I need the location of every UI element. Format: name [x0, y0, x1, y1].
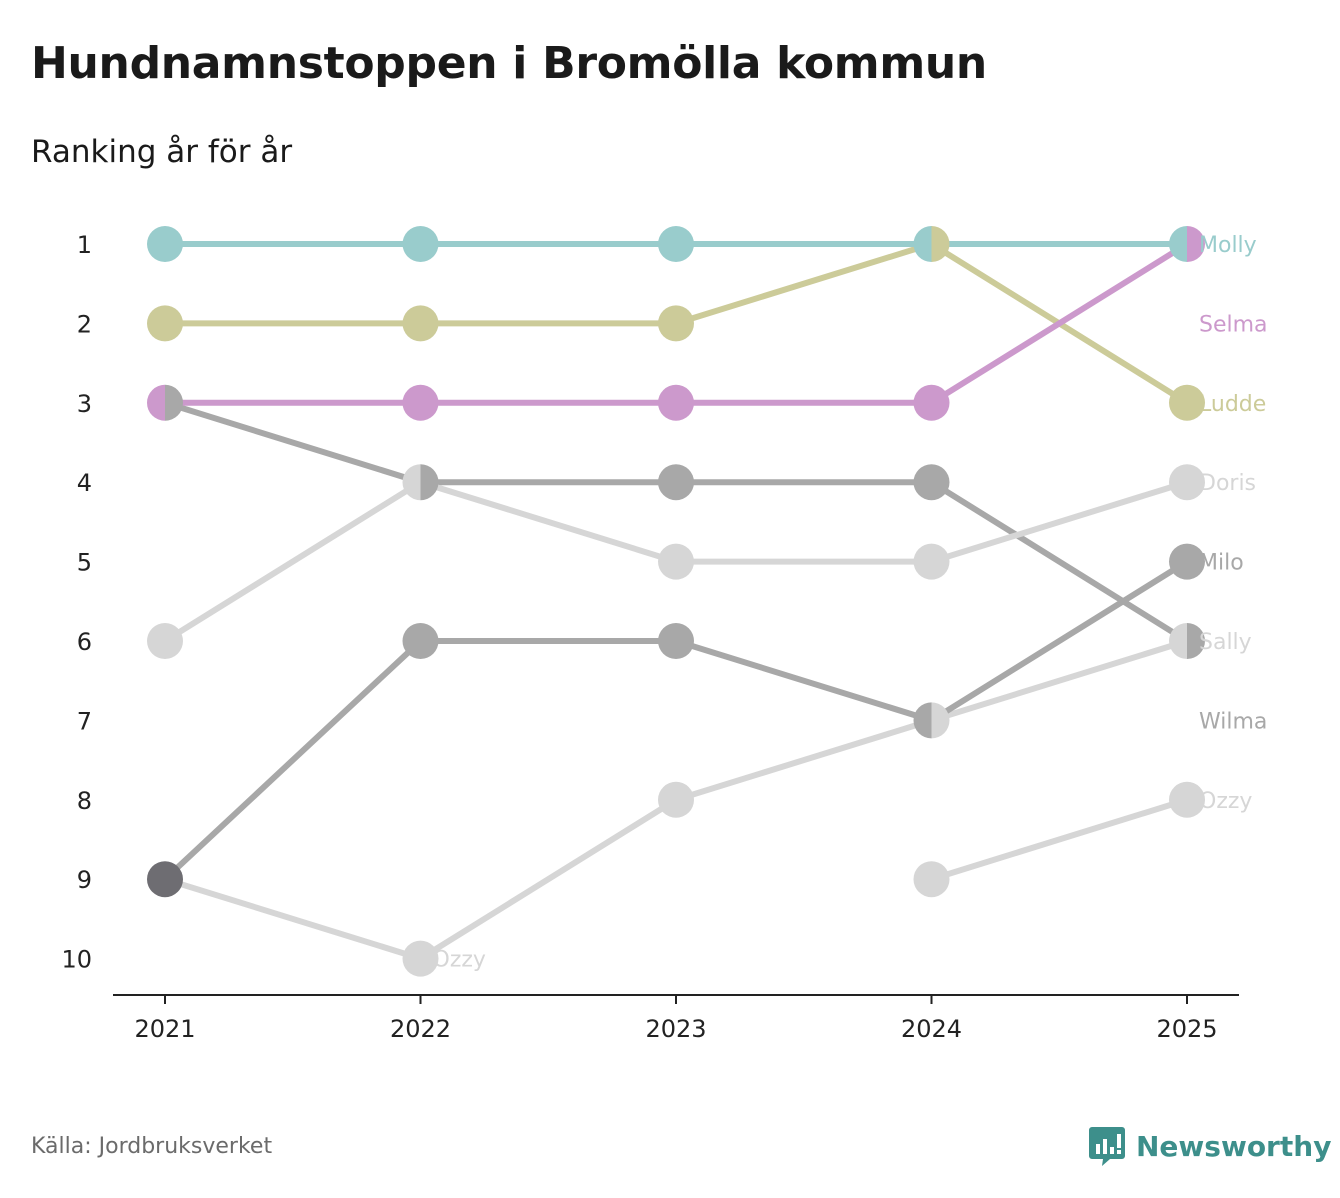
point-2021-rank-3-left-half: [147, 384, 165, 421]
point-2023-rank-5: [658, 543, 694, 580]
point-2021-rank-1: [147, 226, 183, 262]
point-2024-rank-9: [913, 861, 950, 898]
brand-logo[interactable]: Newsworthy: [1088, 1125, 1331, 1167]
y-tick-label-1: 1: [77, 231, 92, 259]
annotation-label-ozzy: Ozzy: [433, 948, 486, 973]
point-2024-rank-4: [913, 464, 950, 501]
point-2023-rank-2: [658, 305, 694, 342]
point-2023-rank-1: [658, 226, 694, 262]
point-2025-rank-8: [1169, 781, 1205, 818]
brand-name: Newsworthy: [1136, 1129, 1332, 1163]
x-tick-label-2022: 2022: [390, 1015, 451, 1043]
end-label-molly: Molly: [1199, 233, 1257, 258]
x-tick-label-2024: 2024: [901, 1015, 962, 1043]
point-2023-rank-4: [658, 464, 694, 501]
point-2025-rank-5: [1169, 543, 1205, 580]
y-tick-label-9: 9: [77, 866, 92, 894]
end-label-milo: Milo: [1199, 551, 1244, 576]
point-2022-rank-10: [402, 940, 439, 977]
y-tick-label-6: 6: [77, 628, 92, 656]
end-label-selma: Selma: [1199, 312, 1268, 337]
point-2022-rank-2: [402, 305, 439, 342]
point-2025-rank-1: [1169, 226, 1205, 262]
point-2024-rank-7-left-half: [913, 702, 932, 739]
y-tick-label-3: 3: [77, 390, 92, 418]
point-2024-rank-1-right-half: [931, 226, 950, 262]
series-line-ozzy: [928, 796, 1190, 883]
y-tick-label-8: 8: [77, 787, 92, 815]
point-2025-rank-4: [1169, 464, 1205, 501]
point-2021-rank-3: [147, 384, 183, 421]
point-2022-rank-1: [402, 226, 439, 262]
point-2024-rank-7-right-half: [931, 702, 950, 739]
series-line-wilma: [162, 399, 1190, 644]
end-label-wilma: Wilma: [1199, 709, 1267, 734]
point-2025-rank-6-right-half: [1187, 623, 1205, 659]
point-2021-rank-6: [147, 623, 183, 659]
point-2024-rank-5: [913, 543, 950, 580]
end-label-doris: Doris: [1199, 471, 1256, 496]
point-2021-rank-2: [147, 305, 183, 342]
point-2022-rank-4-right-half: [420, 464, 439, 501]
point-2022-rank-6: [402, 623, 439, 659]
chart-subtitle: Ranking år för år: [31, 134, 293, 170]
source-note: Källa: Jordbruksverket: [31, 1134, 273, 1159]
end-label-sally: Sally: [1199, 630, 1252, 655]
point-2024-rank-1-left-half: [913, 226, 932, 262]
y-tick-label-5: 5: [77, 549, 92, 577]
x-tick-label-2023: 2023: [645, 1015, 706, 1043]
point-2024-rank-1: [913, 226, 950, 262]
y-axis-ticks: 1 2 3 4 5 6 7 8 9 10: [61, 231, 92, 974]
end-label-ozzy: Ozzy: [1199, 789, 1252, 814]
end-label-ludde: Ludde: [1199, 392, 1266, 417]
point-2024-rank-7: [913, 702, 950, 739]
chart-title: Hundnamnstoppen i Bromölla kommun: [31, 38, 987, 89]
y-tick-label-10: 10: [61, 946, 92, 974]
x-tick-label-2021: 2021: [134, 1015, 195, 1043]
y-tick-label-2: 2: [77, 310, 92, 338]
point-2021-rank-3-right-half: [165, 384, 183, 421]
point-2025-rank-3: [1169, 384, 1205, 421]
point-2025-rank-6-left-half: [1169, 623, 1187, 659]
point-2022-rank-4-left-half: [402, 464, 421, 501]
point-2025-rank-1-left-half: [1169, 226, 1187, 262]
y-tick-label-4: 4: [77, 469, 92, 497]
point-2021-rank-9: [147, 861, 183, 898]
point-2023-rank-6: [658, 623, 694, 659]
point-2022-rank-3: [402, 384, 439, 421]
newsworthy-logo-icon: [1089, 1127, 1125, 1166]
point-2025-rank-6: [1169, 623, 1205, 659]
series-line-milo: [162, 558, 1190, 883]
bump-chart: 1 2 3 4 5 6 7 8 9 10 Molly Selma Ludde Doris Milo Sall…: [61, 226, 1268, 1043]
x-axis: 2021 2022 2023 2024 2025: [113, 994, 1239, 1043]
point-2023-rank-3: [658, 384, 694, 421]
point-2022-rank-4: [402, 464, 439, 501]
y-tick-label-7: 7: [77, 707, 92, 735]
series-lines: [162, 241, 1190, 962]
point-2025-rank-1-right-half: [1187, 226, 1205, 262]
x-tick-label-2025: 2025: [1156, 1015, 1217, 1043]
series-end-labels: Molly Selma Ludde Doris Milo Sally Wilma Ozzy Oz…: [433, 233, 1268, 973]
point-2024-rank-3: [913, 384, 950, 421]
series-points: [147, 226, 1205, 977]
point-2023-rank-8: [658, 781, 694, 818]
